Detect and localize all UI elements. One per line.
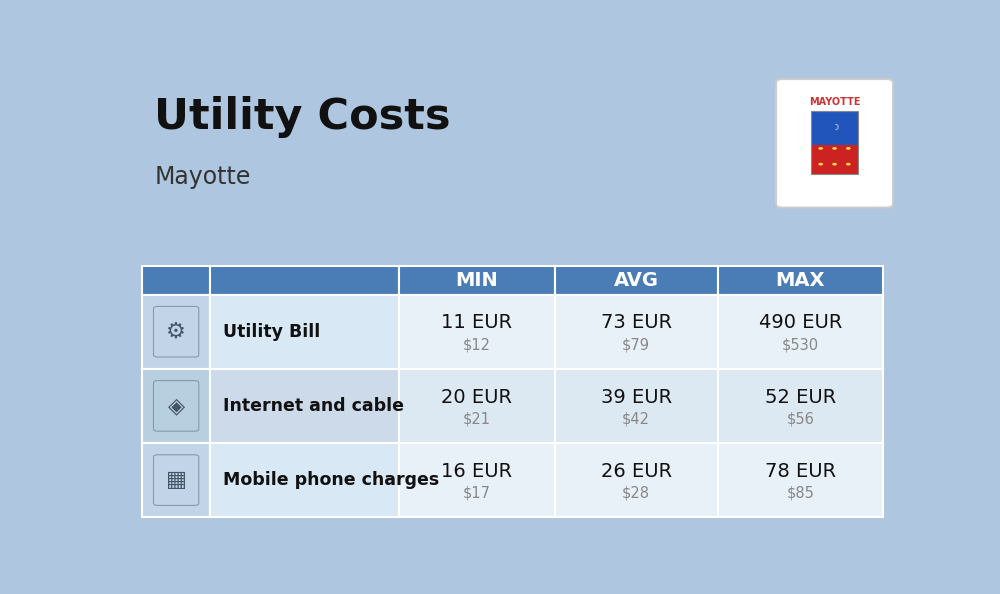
Text: 78 EUR: 78 EUR [765,462,836,481]
Text: MAYOTTE: MAYOTTE [809,97,860,107]
Text: 52 EUR: 52 EUR [765,387,836,406]
Bar [718,295,883,369]
Bar [718,443,883,517]
Circle shape [818,163,823,166]
FancyBboxPatch shape [154,307,199,357]
Text: 39 EUR: 39 EUR [601,387,672,406]
Text: MAX: MAX [776,271,825,290]
Text: 73 EUR: 73 EUR [601,313,672,332]
Bar [210,443,399,517]
Text: 11 EUR: 11 EUR [441,313,512,332]
Text: Utility Bill: Utility Bill [223,323,321,341]
Bar [811,146,858,173]
Bar [210,369,399,443]
Text: $530: $530 [782,337,819,353]
FancyBboxPatch shape [776,79,893,207]
Text: ☽: ☽ [831,123,838,132]
Text: ▦: ▦ [166,470,187,490]
Bar [555,369,718,443]
Text: $79: $79 [622,337,650,353]
Bar [811,110,858,146]
Text: 16 EUR: 16 EUR [441,462,512,481]
FancyBboxPatch shape [154,381,199,431]
Bar [399,266,555,295]
Text: Utility Costs: Utility Costs [154,96,451,138]
Bar [555,443,718,517]
Text: MIN: MIN [456,271,498,290]
Bar [718,266,883,295]
Text: AVG: AVG [614,271,659,290]
Bar [555,295,718,369]
Text: $12: $12 [463,337,491,353]
Bar [399,443,555,517]
Circle shape [846,147,851,150]
Text: $56: $56 [786,412,814,426]
Bar [142,266,210,295]
Text: Mayotte: Mayotte [154,165,251,189]
Text: Mobile phone charges: Mobile phone charges [223,471,440,489]
Bar [142,369,210,443]
Text: 490 EUR: 490 EUR [759,313,842,332]
Bar [142,295,210,369]
Text: $85: $85 [786,486,814,501]
Text: 26 EUR: 26 EUR [601,462,672,481]
Text: $17: $17 [463,486,491,501]
Circle shape [832,147,837,150]
Bar [555,266,718,295]
FancyBboxPatch shape [154,455,199,505]
Text: ⚙: ⚙ [166,322,186,342]
Text: $21: $21 [463,412,491,426]
Text: 20 EUR: 20 EUR [441,387,512,406]
Bar [399,295,555,369]
Bar [399,369,555,443]
Circle shape [818,147,823,150]
Bar [210,295,399,369]
Bar [811,110,858,173]
Circle shape [832,163,837,166]
Text: $28: $28 [622,486,650,501]
Bar [718,369,883,443]
Text: ◈: ◈ [168,396,185,416]
Bar [142,443,210,517]
Circle shape [846,163,851,166]
Text: $42: $42 [622,412,650,426]
Text: Internet and cable: Internet and cable [223,397,404,415]
Bar [210,266,399,295]
